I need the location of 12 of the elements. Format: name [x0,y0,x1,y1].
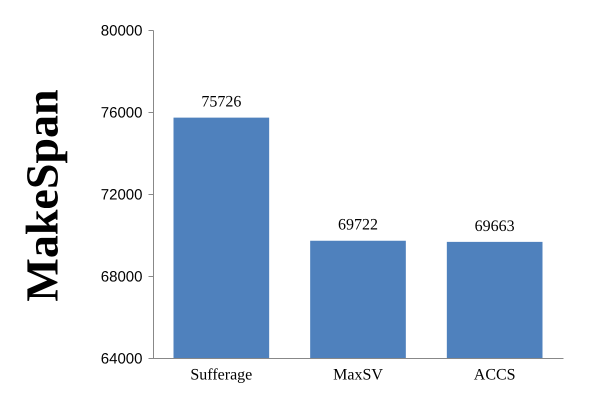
x-tick-label: MaxSV [333,366,384,384]
data-label: 75726 [201,94,242,111]
x-tick-label: Sufferage [190,366,252,384]
y-tick-label: 64000 [100,350,142,368]
y-tick-label: 80000 [100,22,142,40]
data-label: 69722 [338,216,378,234]
y-tick-label: 68000 [100,268,142,286]
x-tick-label: ACCS [474,366,516,384]
y-tick-label: 76000 [100,104,142,122]
y-axis-title: MakeSpan [16,89,68,302]
y-tick-label: 72000 [100,186,142,204]
data-label: 69663 [474,218,515,235]
